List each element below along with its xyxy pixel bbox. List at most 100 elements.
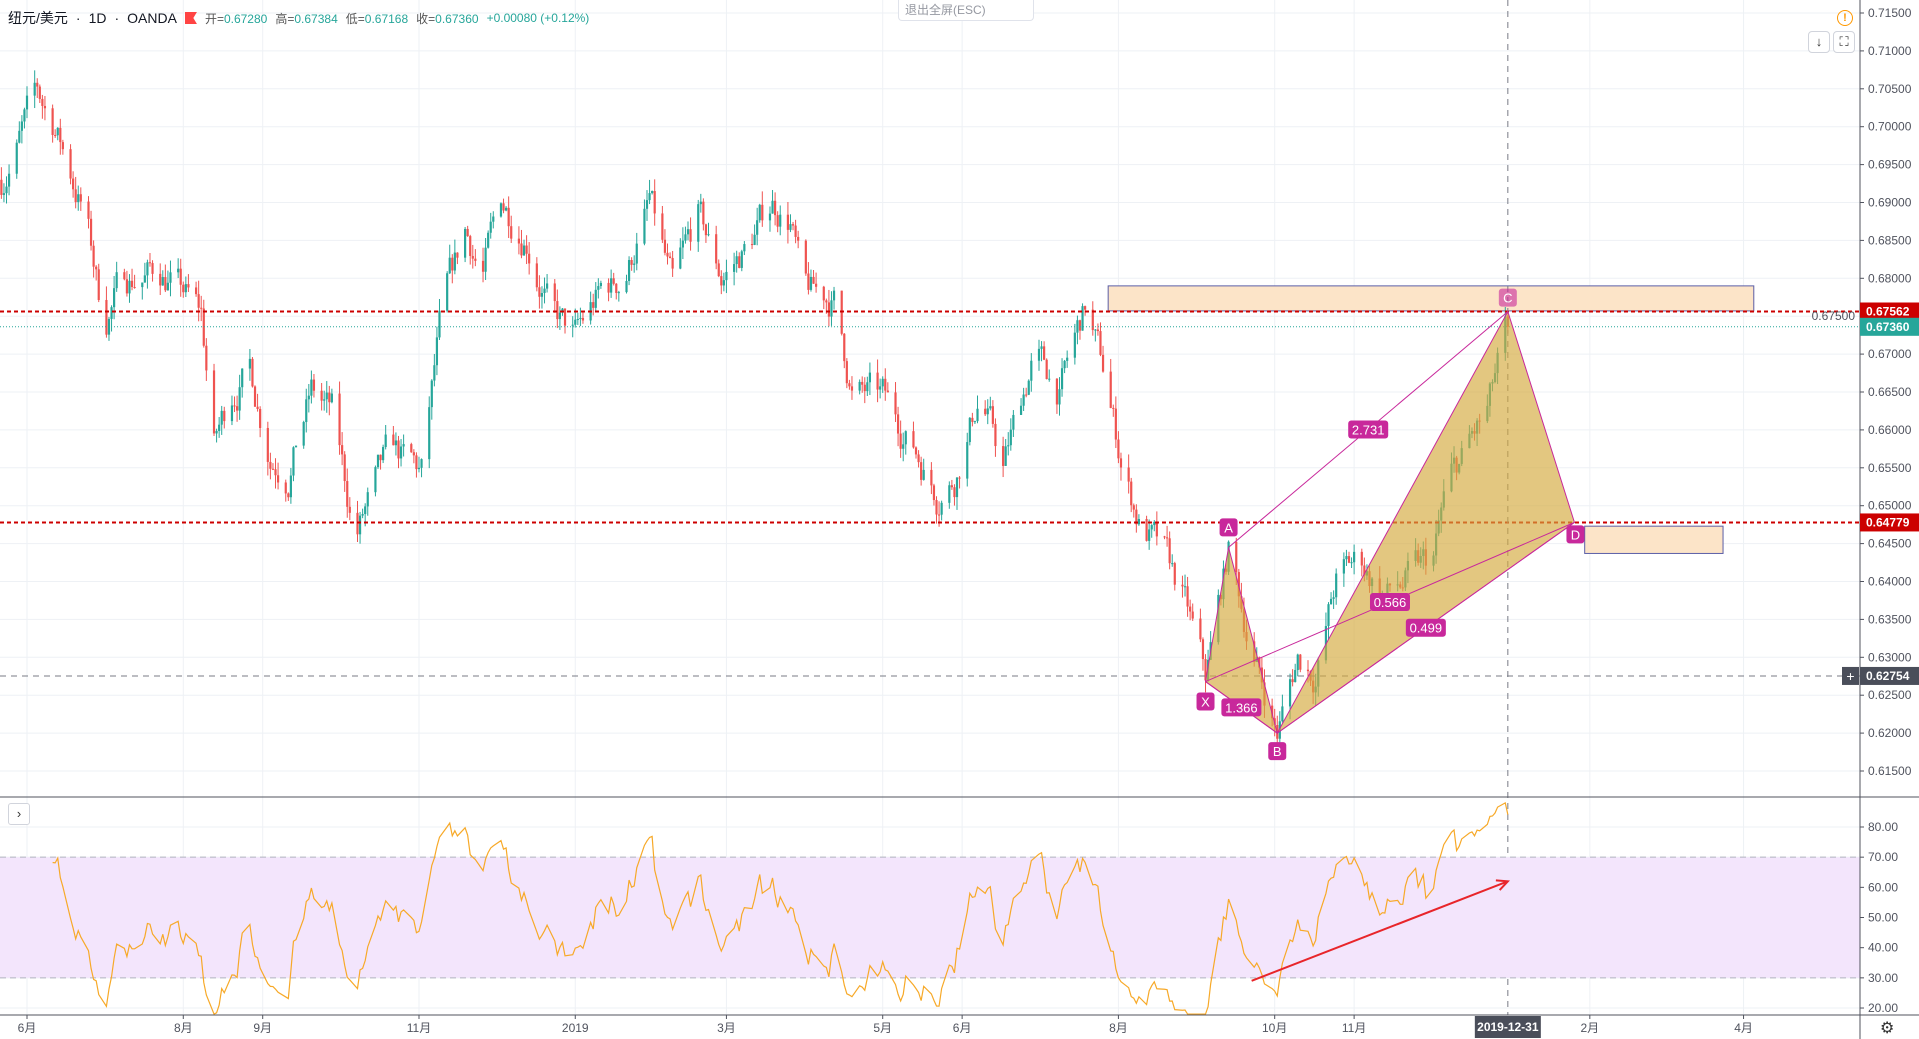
fullscreen-button[interactable]: ⛶ (1833, 31, 1855, 53)
price-tick-label: 0.63500 (1868, 612, 1912, 626)
candle (579, 317, 582, 320)
candle (1353, 551, 1356, 563)
symbol-name[interactable]: 纽元/美元 (8, 10, 68, 26)
rsi-tick-label: 20.00 (1868, 1001, 1898, 1015)
add-alert-button[interactable] (1842, 666, 1859, 685)
candle (115, 272, 118, 289)
candle (1045, 359, 1048, 380)
candle (607, 282, 610, 293)
download-button[interactable]: ↓ (1808, 31, 1830, 53)
candle (194, 287, 198, 295)
flag-icon[interactable] (184, 12, 197, 24)
rectangle-zone[interactable] (1107, 285, 1755, 312)
ratio-label-bg (1348, 420, 1389, 439)
candle (251, 358, 254, 387)
candle (218, 424, 221, 431)
candle (1007, 445, 1010, 447)
candle (271, 468, 275, 470)
candle (1114, 408, 1117, 440)
price-tick-label: 0.71500 (1868, 6, 1912, 20)
candle (1168, 538, 1171, 564)
level-price-tag: 0.67562 (1866, 305, 1910, 319)
candle (110, 307, 113, 319)
candle (330, 393, 333, 403)
candle (507, 207, 510, 227)
candle (302, 422, 305, 446)
candle (704, 224, 708, 236)
candle (402, 444, 405, 447)
candle (663, 239, 667, 253)
candle (328, 392, 331, 403)
candle (633, 263, 636, 265)
candle (1163, 536, 1166, 538)
candle (466, 228, 469, 237)
candle (771, 200, 774, 214)
candle (25, 95, 29, 110)
rectangle-zones[interactable] (1107, 285, 1755, 554)
price-tick-label: 0.64500 (1868, 537, 1912, 551)
candle (499, 203, 503, 217)
candle (1004, 446, 1007, 466)
candle (492, 216, 495, 222)
candle (69, 149, 72, 179)
candle (581, 317, 585, 321)
candle (241, 368, 244, 388)
candle (1012, 414, 1015, 430)
candle (1027, 380, 1030, 395)
rectangle-zone[interactable] (1584, 525, 1724, 554)
candle (543, 288, 546, 294)
candle (522, 245, 526, 256)
candle (179, 268, 182, 285)
candle (123, 272, 126, 280)
candle (269, 461, 272, 469)
candle (1112, 407, 1115, 409)
candle (20, 121, 23, 131)
ratio-label: 0.566 (1374, 595, 1407, 610)
info-icon[interactable]: ! (1837, 10, 1853, 26)
candle (1009, 429, 1012, 446)
candle (289, 475, 292, 498)
candle (382, 447, 385, 461)
time-tick-label: 4月 (1734, 1021, 1753, 1035)
point-label-bg (1566, 525, 1585, 544)
low-value: 0.67168 (364, 11, 409, 26)
candle (850, 386, 854, 391)
candle (97, 269, 100, 300)
candle (1165, 537, 1169, 539)
candle (433, 365, 436, 381)
candle (651, 191, 654, 194)
low-label: 低= (345, 11, 365, 26)
rsi-tick-label: 50.00 (1868, 911, 1898, 925)
exit-fullscreen-button[interactable]: 退出全屏(ESC) (898, 0, 1034, 21)
price-tick-label: 0.67500 (1812, 309, 1856, 323)
candle (576, 319, 579, 321)
candle (540, 293, 544, 297)
candle (789, 224, 792, 230)
candle (935, 500, 938, 515)
candle (1199, 618, 1202, 640)
price-tick-label: 0.63000 (1868, 650, 1912, 664)
candle (95, 266, 98, 270)
candle (563, 308, 567, 326)
candles (0, 70, 1509, 752)
candle (1288, 679, 1292, 707)
candle (56, 127, 59, 136)
candle (253, 386, 257, 407)
candle (1066, 357, 1069, 361)
candle (1119, 458, 1123, 468)
time-tick-label: 3月 (717, 1021, 736, 1035)
candle (779, 214, 782, 227)
collapse-pane-button[interactable]: › (8, 803, 30, 825)
candle (89, 218, 93, 246)
candle (1173, 563, 1176, 585)
candle (489, 221, 492, 233)
candle (971, 417, 974, 422)
candle (786, 214, 790, 230)
settings-icon[interactable]: ⚙ (1880, 1020, 1895, 1037)
pattern-triangle-bcd[interactable] (1276, 310, 1576, 734)
candle (538, 287, 541, 297)
candle (592, 302, 595, 308)
trend-arrow[interactable] (1251, 880, 1509, 982)
